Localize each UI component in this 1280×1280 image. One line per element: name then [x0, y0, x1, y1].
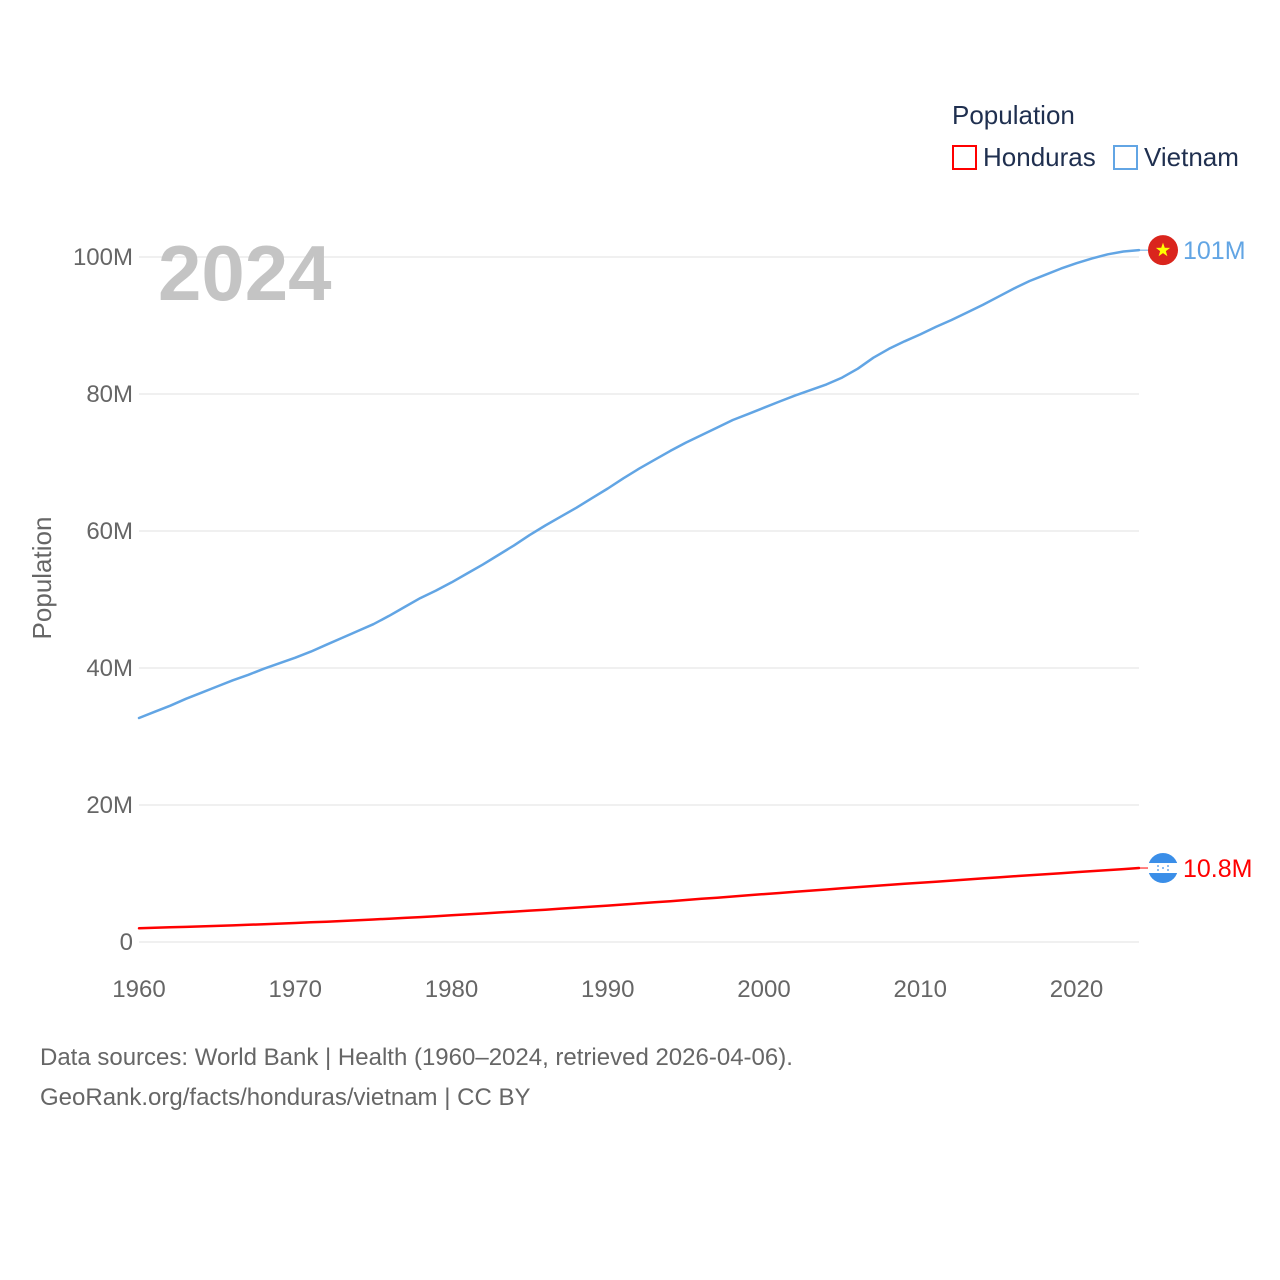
flag-star — [1167, 869, 1169, 871]
grid-lines — [139, 256, 1139, 943]
x-axis-ticks: 1960 1970 1980 1990 2000 2010 2020 — [112, 976, 1103, 1003]
legend-title: Population — [952, 100, 1075, 130]
x-tick-label: 2010 — [894, 976, 947, 1003]
flag-star — [1167, 865, 1169, 867]
y-tick-label: 0 — [120, 929, 133, 956]
x-tick-label: 1980 — [425, 976, 478, 1003]
legend-item-vietnam[interactable]: Vietnam — [1113, 142, 1239, 172]
legend: Population Honduras Vietnam — [952, 100, 1239, 172]
x-tick-label: 2020 — [1050, 976, 1103, 1003]
flag-star — [1157, 869, 1159, 871]
end-value-label-honduras: 10.8M — [1183, 855, 1252, 883]
y-tick-label: 100M — [73, 244, 133, 271]
x-tick-label: 2000 — [737, 976, 790, 1003]
flag-star — [1155, 242, 1171, 257]
flag-star — [1162, 867, 1164, 869]
series-line-vietnam[interactable] — [137, 248, 1141, 720]
series-line-honduras[interactable] — [137, 866, 1141, 930]
x-tick-label: 1990 — [581, 976, 634, 1003]
attribution-link[interactable]: GeoRank.org/facts/honduras/vietnam | CC … — [40, 1084, 531, 1111]
y-tick-label: 60M — [86, 518, 133, 545]
y-axis-title: Population — [27, 517, 57, 640]
y-tick-label: 80M — [86, 381, 133, 408]
flag-bottom-band — [1148, 873, 1178, 884]
legend-label-honduras: Honduras — [983, 142, 1096, 172]
legend-swatch-honduras — [952, 145, 977, 170]
flag-top-band — [1148, 853, 1178, 864]
legend-swatch-vietnam — [1113, 145, 1138, 170]
series-end-markers: 10.8M 101M — [1139, 235, 1252, 884]
x-tick-label: 1970 — [269, 976, 322, 1003]
legend-label-vietnam: Vietnam — [1144, 142, 1239, 172]
honduras-flag-icon — [1148, 853, 1178, 884]
x-tick-label: 1960 — [112, 976, 165, 1003]
y-tick-label: 40M — [86, 655, 133, 682]
data-source-note: Data sources: World Bank | Health (1960–… — [40, 1044, 793, 1071]
y-tick-label: 20M — [86, 792, 133, 819]
series-lines — [137, 248, 1141, 930]
flag-star — [1157, 865, 1159, 867]
end-value-label-vietnam: 101M — [1183, 237, 1246, 265]
legend-item-honduras[interactable]: Honduras — [952, 142, 1096, 172]
year-watermark: 2024 — [158, 229, 332, 317]
vietnam-flag-icon — [1148, 235, 1178, 266]
y-axis-ticks: 0 20M 40M 60M 80M 100M — [73, 244, 133, 956]
